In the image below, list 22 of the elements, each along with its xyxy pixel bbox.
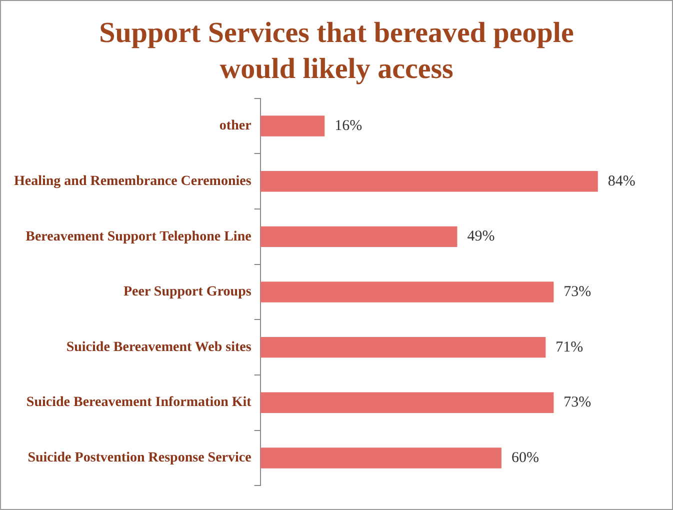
bar: [260, 392, 554, 413]
data-label: 73%: [564, 394, 592, 411]
bar: [260, 226, 458, 248]
bar: [260, 282, 554, 302]
y-tick-label: Suicide Bereavement Web sites: [66, 340, 252, 355]
bar: [260, 448, 502, 468]
chart-title: Support Services that bereaved people would likely access: [98, 16, 575, 87]
y-tick-label: Peer Support Groups: [123, 284, 252, 300]
data-label: 60%: [511, 450, 539, 466]
bar: [260, 171, 598, 192]
y-tick-label: Suicide Postvention Response Service: [28, 450, 252, 466]
y-tick-label: other: [219, 118, 252, 134]
data-label: 16%: [334, 118, 362, 134]
data-label: 84%: [608, 173, 636, 190]
data-label: 71%: [556, 339, 584, 356]
bar: [260, 336, 546, 358]
y-tick-label: Healing and Remembrance Ceremonies: [14, 174, 252, 189]
data-label: 49%: [467, 228, 495, 245]
bar: [260, 116, 325, 136]
data-label: 73%: [564, 284, 592, 300]
y-tick-label: Bereavement Support Telephone Line: [26, 229, 252, 244]
y-tick-label: Suicide Bereavement Information Kit: [26, 395, 252, 410]
